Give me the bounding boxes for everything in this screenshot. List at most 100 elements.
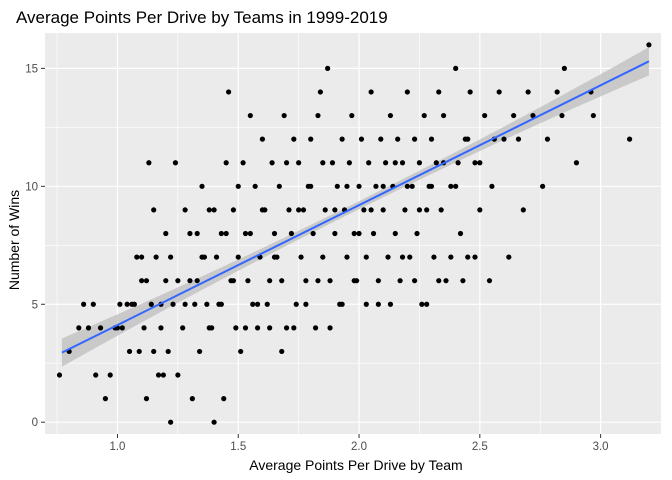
data-point bbox=[397, 278, 403, 284]
data-point bbox=[428, 183, 435, 189]
data-point bbox=[477, 160, 483, 166]
data-point bbox=[223, 230, 229, 237]
data-point bbox=[465, 136, 471, 142]
data-point bbox=[245, 278, 251, 284]
data-point bbox=[358, 136, 365, 142]
data-point bbox=[143, 396, 150, 402]
data-point bbox=[218, 301, 224, 307]
data-point bbox=[160, 372, 166, 378]
data-point bbox=[363, 254, 369, 260]
data-point bbox=[424, 207, 430, 213]
data-point bbox=[419, 301, 425, 307]
data-point bbox=[187, 230, 193, 237]
data-point bbox=[530, 112, 536, 119]
data-point bbox=[554, 89, 560, 95]
data-point bbox=[85, 325, 92, 331]
data-point bbox=[356, 183, 362, 189]
data-point bbox=[465, 254, 471, 260]
data-point bbox=[158, 325, 164, 331]
data-point bbox=[143, 278, 150, 284]
data-point bbox=[433, 160, 439, 166]
data-point bbox=[351, 230, 357, 237]
data-point bbox=[332, 230, 338, 237]
data-point bbox=[141, 325, 147, 331]
data-point bbox=[279, 348, 285, 355]
data-point bbox=[385, 254, 391, 260]
data-point bbox=[416, 207, 423, 213]
data-point bbox=[235, 254, 241, 260]
data-point bbox=[443, 278, 449, 284]
data-point bbox=[211, 207, 217, 213]
data-point bbox=[119, 325, 125, 331]
data-point bbox=[168, 254, 174, 260]
data-point bbox=[356, 230, 362, 237]
data-point bbox=[300, 207, 307, 213]
data-point bbox=[457, 230, 464, 237]
data-point bbox=[467, 89, 473, 95]
data-point bbox=[189, 396, 195, 402]
data-point bbox=[267, 325, 273, 331]
data-point bbox=[153, 254, 159, 260]
data-point bbox=[312, 325, 319, 331]
data-point bbox=[320, 160, 326, 166]
data-point bbox=[453, 183, 459, 189]
data-point bbox=[407, 254, 413, 260]
data-point bbox=[409, 183, 415, 189]
data-point bbox=[332, 207, 338, 213]
y-axis-title: Number of Wins bbox=[6, 190, 22, 290]
data-point bbox=[428, 136, 435, 142]
data-point bbox=[230, 278, 237, 284]
data-point bbox=[182, 207, 188, 213]
data-point bbox=[131, 301, 137, 307]
data-point bbox=[370, 230, 377, 237]
data-point bbox=[368, 207, 374, 213]
data-point bbox=[225, 89, 232, 95]
data-point bbox=[90, 301, 96, 307]
data-point bbox=[438, 207, 444, 213]
data-point bbox=[559, 112, 565, 119]
data-point bbox=[93, 372, 99, 378]
data-point bbox=[81, 301, 87, 307]
data-point bbox=[520, 207, 526, 213]
data-point bbox=[218, 230, 224, 237]
data-point bbox=[175, 372, 181, 378]
data-point bbox=[124, 301, 130, 307]
data-point bbox=[344, 254, 350, 260]
data-point bbox=[486, 278, 493, 284]
data-point bbox=[368, 89, 374, 95]
data-point bbox=[436, 89, 442, 95]
data-point bbox=[375, 278, 381, 284]
data-point bbox=[291, 136, 297, 142]
data-point bbox=[315, 112, 321, 119]
data-point bbox=[271, 230, 278, 237]
data-point bbox=[303, 278, 309, 284]
data-point bbox=[412, 136, 418, 142]
x-tick-label: 2.5 bbox=[472, 441, 488, 453]
data-point bbox=[211, 419, 217, 425]
data-point bbox=[320, 254, 326, 260]
trend-line bbox=[61, 60, 650, 354]
data-point bbox=[431, 254, 437, 260]
data-point bbox=[339, 136, 345, 142]
data-point bbox=[334, 183, 340, 189]
data-point bbox=[590, 112, 596, 119]
data-point bbox=[339, 301, 345, 307]
data-point bbox=[436, 278, 442, 284]
data-point bbox=[242, 230, 249, 237]
data-point bbox=[192, 301, 198, 307]
data-point bbox=[395, 136, 401, 142]
x-tick-label: 2.0 bbox=[351, 441, 367, 453]
data-point bbox=[298, 254, 304, 260]
data-point bbox=[440, 112, 447, 119]
data-point bbox=[206, 325, 212, 331]
y-tick-label: 10 bbox=[25, 181, 38, 193]
y-tick-label: 5 bbox=[32, 299, 38, 311]
data-point bbox=[322, 207, 328, 213]
data-point bbox=[296, 207, 302, 213]
data-point bbox=[344, 183, 350, 189]
x-tick-label: 3.0 bbox=[593, 441, 609, 453]
data-point bbox=[303, 301, 309, 307]
data-point bbox=[310, 230, 316, 237]
data-points bbox=[56, 42, 652, 425]
data-point bbox=[252, 183, 258, 189]
